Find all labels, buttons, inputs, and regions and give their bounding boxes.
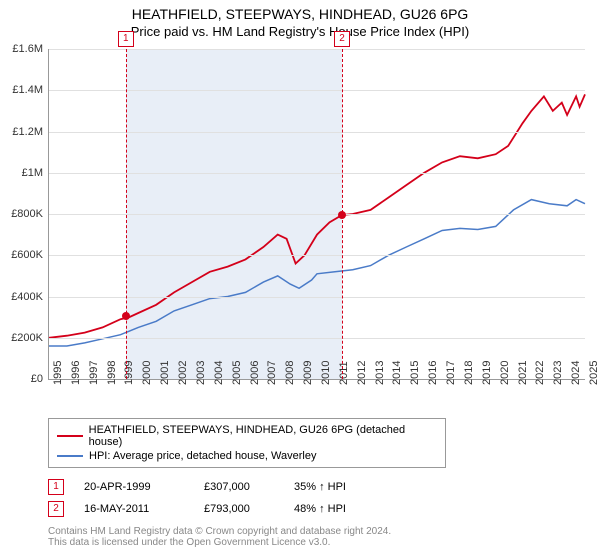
x-axis-label: 2012 (356, 361, 368, 385)
sales-row: 120-APR-1999£307,00035% ↑ HPI (48, 476, 600, 498)
y-axis-label: £800K (11, 208, 43, 220)
series-hpi (49, 200, 585, 346)
x-axis-label: 2022 (534, 361, 546, 385)
x-axis-label: 2002 (177, 361, 189, 385)
x-axis-label: 1995 (52, 361, 64, 385)
x-axis-label: 2005 (231, 361, 243, 385)
x-axis-label: 2000 (141, 361, 153, 385)
x-axis-label: 2019 (481, 361, 493, 385)
sales-row: 216-MAY-2011£793,00048% ↑ HPI (48, 498, 600, 520)
footer-line-1: Contains HM Land Registry data © Crown c… (48, 526, 600, 537)
y-axis-label: £600K (11, 249, 43, 261)
legend: HEATHFIELD, STEEPWAYS, HINDHEAD, GU26 6P… (48, 418, 446, 468)
x-axis-label: 2023 (552, 361, 564, 385)
sale-pct: 35% ↑ HPI (294, 481, 374, 493)
x-axis-label: 2017 (445, 361, 457, 385)
sales-table: 120-APR-1999£307,00035% ↑ HPI216-MAY-201… (48, 476, 600, 520)
y-axis-label: £200K (11, 332, 43, 344)
x-axis-label: 1997 (88, 361, 100, 385)
footer: Contains HM Land Registry data © Crown c… (48, 526, 600, 548)
x-axis-label: 2004 (213, 361, 225, 385)
x-axis-label: 2013 (374, 361, 386, 385)
x-axis-label: 2008 (284, 361, 296, 385)
y-axis-label: £1M (22, 167, 43, 179)
sale-price: £793,000 (204, 503, 274, 515)
x-axis-label: 2021 (517, 361, 529, 385)
x-axis-label: 2018 (463, 361, 475, 385)
x-axis-label: 2024 (570, 361, 582, 385)
legend-row: HEATHFIELD, STEEPWAYS, HINDHEAD, GU26 6P… (57, 423, 437, 449)
x-axis-label: 2010 (320, 361, 332, 385)
y-axis-label: £400K (11, 291, 43, 303)
x-axis-label: 2015 (409, 361, 421, 385)
x-axis-label: 2011 (338, 361, 350, 385)
x-axis-label: 2025 (588, 361, 600, 385)
y-axis-label: £0 (31, 373, 43, 385)
chart-title: HEATHFIELD, STEEPWAYS, HINDHEAD, GU26 6P… (0, 0, 600, 22)
x-axis-label: 2003 (195, 361, 207, 385)
x-axis-label: 2007 (266, 361, 278, 385)
sale-date: 16-MAY-2011 (84, 503, 184, 515)
x-axis-label: 2020 (499, 361, 511, 385)
sale-marker: 2 (334, 31, 350, 47)
footer-line-2: This data is licensed under the Open Gov… (48, 537, 600, 548)
x-axis-label: 2014 (391, 361, 403, 385)
chart-subtitle: Price paid vs. HM Land Registry's House … (0, 22, 600, 39)
x-axis-label: 1998 (106, 361, 118, 385)
x-axis-label: 2009 (302, 361, 314, 385)
legend-label: HEATHFIELD, STEEPWAYS, HINDHEAD, GU26 6P… (89, 424, 437, 448)
y-axis-label: £1.2M (12, 126, 43, 138)
x-axis-label: 2006 (249, 361, 261, 385)
legend-label: HPI: Average price, detached house, Wave… (89, 450, 316, 462)
y-axis-label: £1.4M (12, 84, 43, 96)
y-axis-label: £1.6M (12, 43, 43, 55)
sale-date: 20-APR-1999 (84, 481, 184, 493)
sale-price: £307,000 (204, 481, 274, 493)
legend-row: HPI: Average price, detached house, Wave… (57, 449, 437, 463)
x-axis-label: 2016 (427, 361, 439, 385)
sale-pct: 48% ↑ HPI (294, 503, 374, 515)
chart-plot-area: £0£200K£400K£600K£800K£1M£1.2M£1.4M£1.6M… (48, 49, 585, 380)
x-axis-label: 1996 (70, 361, 82, 385)
chart-container: HEATHFIELD, STEEPWAYS, HINDHEAD, GU26 6P… (0, 0, 600, 560)
sale-marker: 1 (118, 31, 134, 47)
x-axis-label: 2001 (159, 361, 171, 385)
